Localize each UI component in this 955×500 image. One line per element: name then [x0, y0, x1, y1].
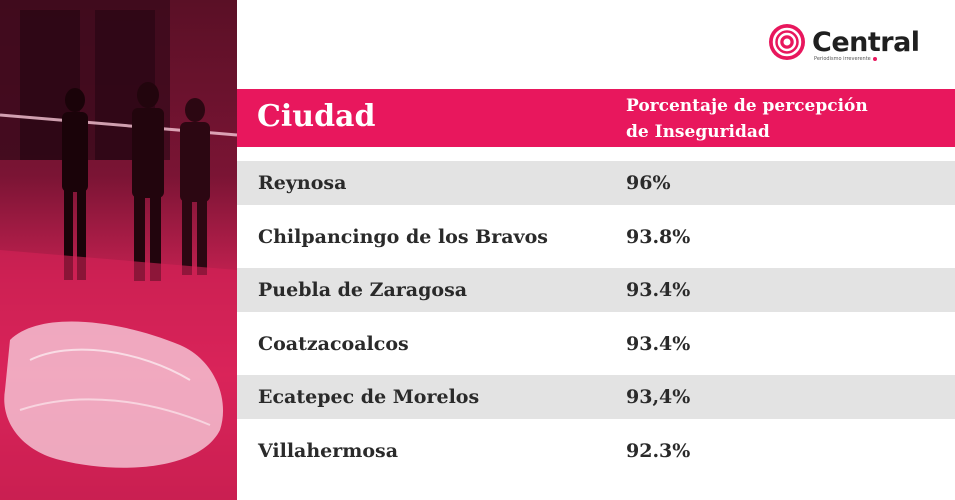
table-row: Ecatepec de Morelos 93,4%	[237, 375, 955, 420]
brand-name: Central	[812, 26, 920, 58]
percentage-cell: 93.4%	[626, 279, 691, 302]
table-header: Ciudad Porcentaje de percepción de Inseg…	[237, 89, 955, 147]
city-cell: Villahermosa	[258, 439, 399, 462]
header-percentage-line2: de Inseguridad	[626, 122, 770, 142]
table-row: Coatzacoalcos 93.4%	[237, 322, 955, 366]
table-row: Chilpancingo de los Bravos 93.8%	[237, 215, 955, 259]
city-cell: Chilpancingo de los Bravos	[258, 225, 548, 248]
city-cell: Reynosa	[258, 172, 347, 194]
brand-tagline: Periodismo irreverente	[814, 56, 877, 62]
percentage-cell: 93,4%	[626, 386, 691, 409]
percentage-cell: 93.8%	[626, 225, 691, 248]
city-cell: Coatzacoalcos	[258, 332, 409, 355]
percentage-cell: 96%	[626, 172, 671, 194]
table-row: Villahermosa 92.3%	[237, 429, 955, 473]
city-cell: Ecatepec de Morelos	[258, 386, 480, 409]
header-percentage: Porcentaje de percepción de Inseguridad	[626, 93, 868, 145]
central-logo-icon	[769, 24, 805, 60]
table-row: Reynosa 96%	[237, 161, 955, 205]
header-percentage-line1: Porcentaje de percepción	[626, 96, 868, 116]
city-cell: Puebla de Zaragosa	[258, 279, 468, 302]
brand-logo: Central Periodismo irreverente	[768, 20, 920, 64]
background-photo	[0, 0, 237, 500]
table-row: Puebla de Zaragosa 93.4%	[237, 268, 955, 313]
table-body: Reynosa 96% Chilpancingo de los Bravos 9…	[237, 161, 955, 473]
crime-scene-image	[0, 0, 237, 500]
header-city: Ciudad	[257, 99, 376, 134]
percentage-cell: 93.4%	[626, 332, 691, 355]
insecurity-table: Ciudad Porcentaje de percepción de Inseg…	[237, 89, 955, 483]
percentage-cell: 92.3%	[626, 439, 691, 462]
